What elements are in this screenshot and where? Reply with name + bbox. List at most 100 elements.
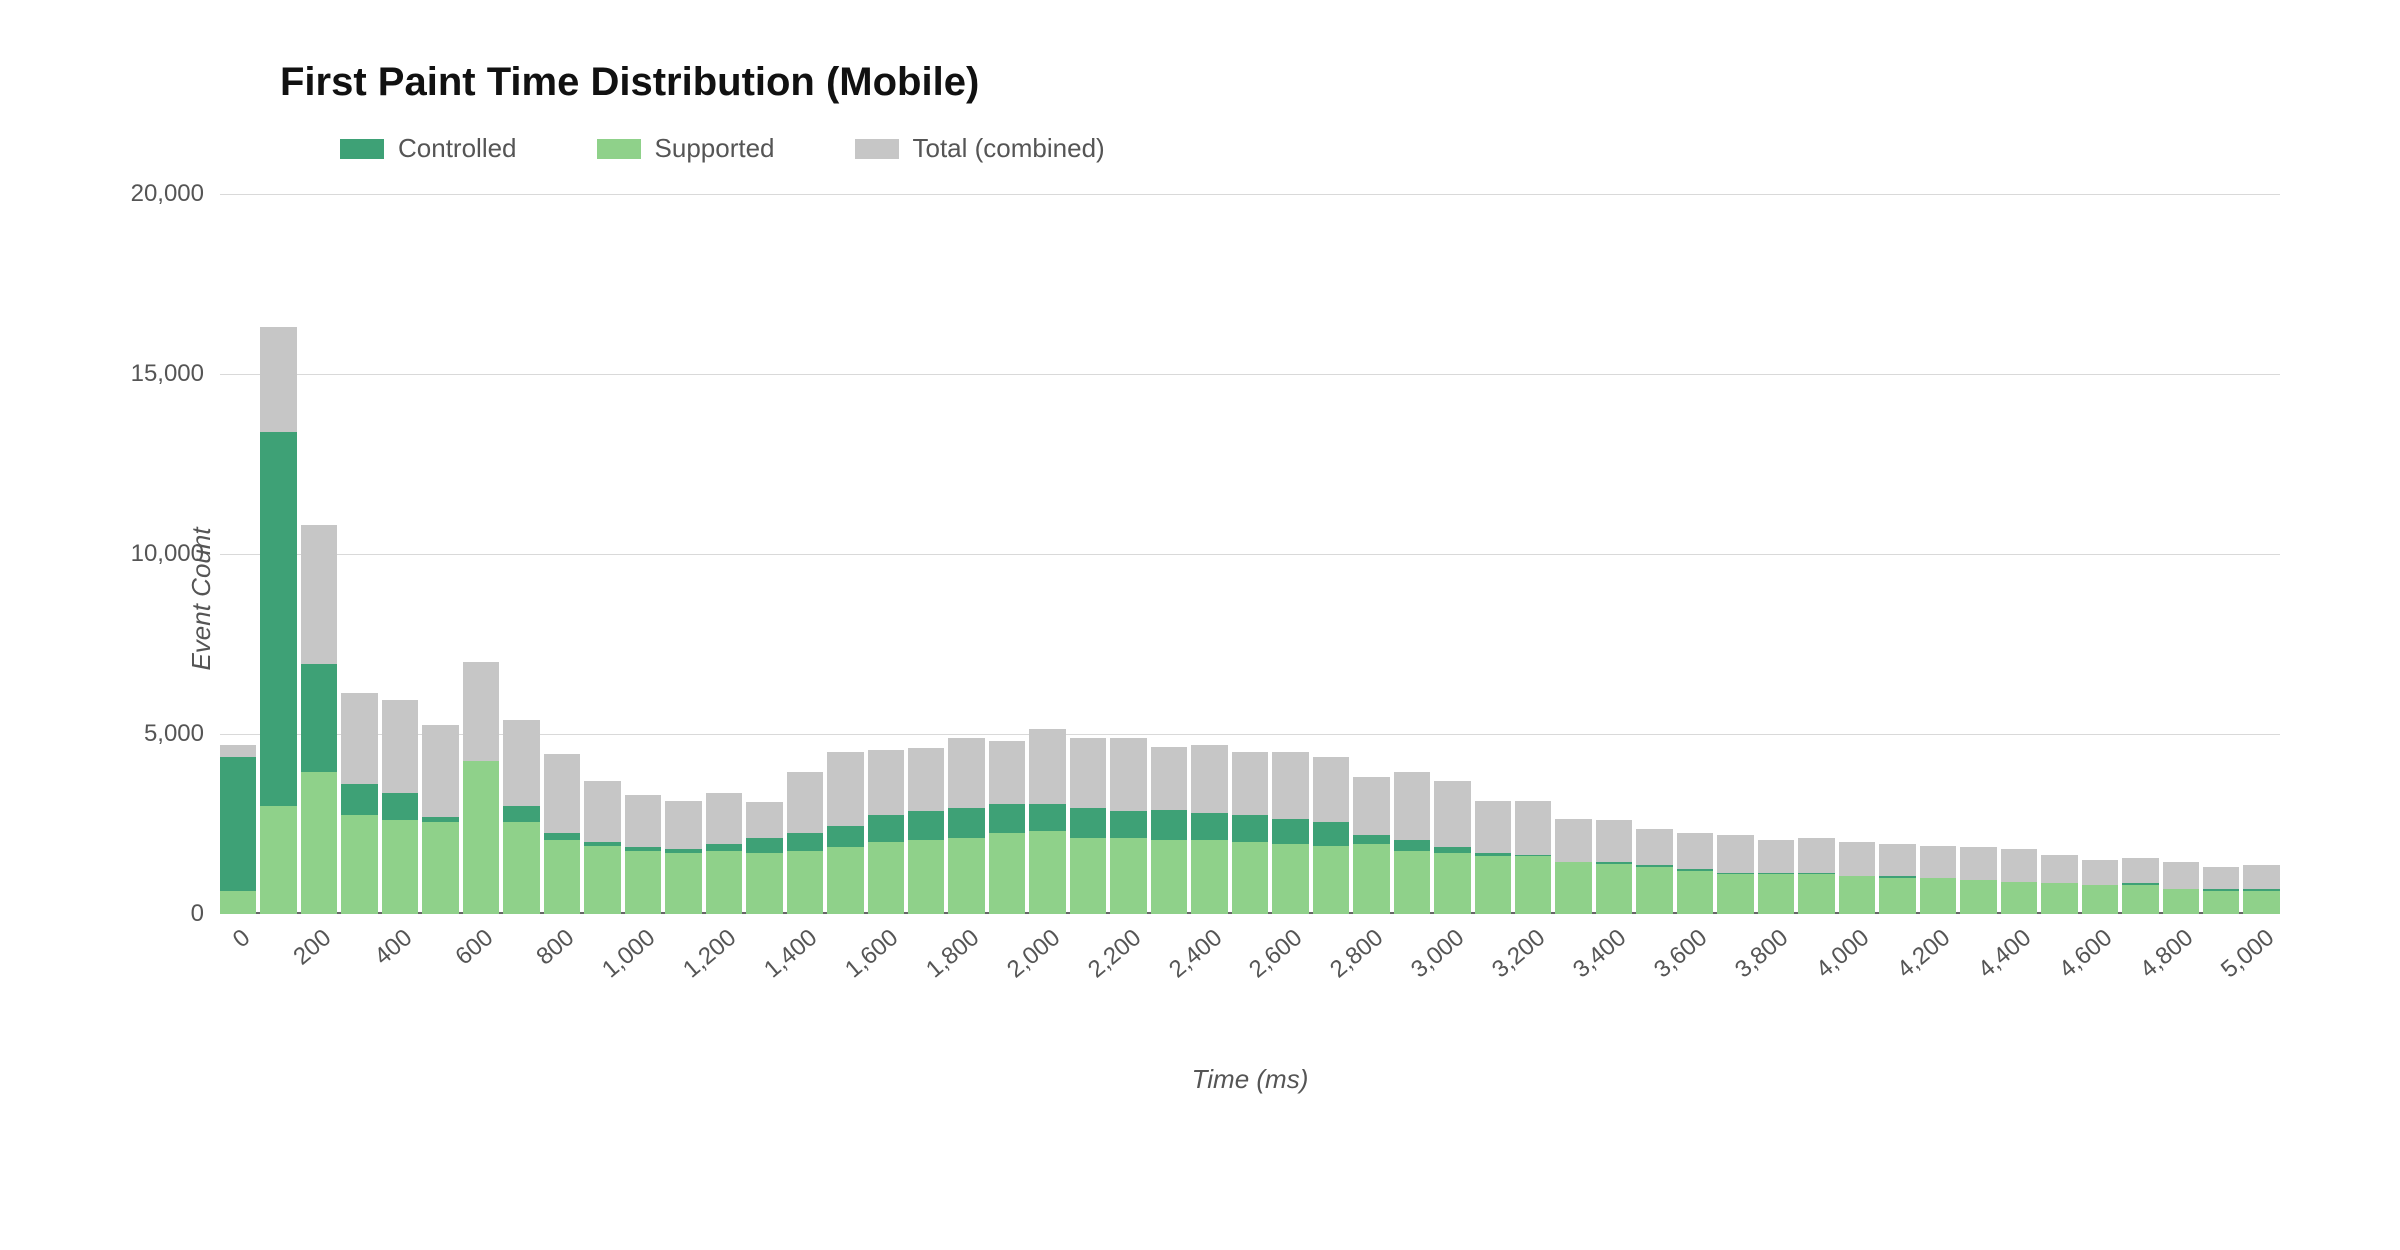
bar xyxy=(1191,194,1227,914)
legend-item-controlled: Controlled xyxy=(340,133,517,164)
bar-supported xyxy=(2082,885,2118,914)
bar-supported xyxy=(584,846,620,914)
bar xyxy=(1960,194,1996,914)
y-tick-label: 5,000 xyxy=(144,720,204,748)
bar xyxy=(787,194,823,914)
bar xyxy=(706,194,742,914)
bar xyxy=(746,194,782,914)
y-tick-label: 20,000 xyxy=(131,180,204,208)
x-tick-label: 4,400 xyxy=(1973,924,2037,984)
bar xyxy=(1555,194,1591,914)
bar-supported xyxy=(503,822,539,914)
x-tick-label: 1,800 xyxy=(921,924,985,984)
bar-supported xyxy=(2001,882,2037,914)
bar-supported xyxy=(908,840,944,914)
bar-supported xyxy=(787,851,823,914)
bar xyxy=(868,194,904,914)
bar xyxy=(1879,194,1915,914)
bar xyxy=(1434,194,1470,914)
bar xyxy=(827,194,863,914)
bar xyxy=(1110,194,1146,914)
bar xyxy=(301,194,337,914)
x-tick-label: 2,400 xyxy=(1164,924,1228,984)
bars-group xyxy=(220,194,2280,914)
bar-supported xyxy=(1677,871,1713,914)
bar-supported xyxy=(1475,856,1511,914)
x-tick-label: 4,000 xyxy=(1811,924,1875,984)
x-tick-label: 0 xyxy=(228,924,256,954)
x-tick-label: 3,200 xyxy=(1487,924,1551,984)
bar-supported xyxy=(341,815,377,914)
bar xyxy=(503,194,539,914)
bar-supported xyxy=(989,833,1025,914)
x-tick-label: 3,400 xyxy=(1568,924,1632,984)
bar xyxy=(260,194,296,914)
x-tick-label: 2,800 xyxy=(1325,924,1389,984)
bar-supported xyxy=(382,820,418,914)
bar xyxy=(2082,194,2118,914)
bar-supported xyxy=(1029,831,1065,914)
bar xyxy=(584,194,620,914)
bar-supported xyxy=(1434,853,1470,914)
bar-supported xyxy=(463,761,499,914)
bar xyxy=(220,194,256,914)
y-tick-label: 15,000 xyxy=(131,360,204,388)
bar xyxy=(1475,194,1511,914)
x-tick-label: 1,000 xyxy=(597,924,661,984)
legend-item-supported: Supported xyxy=(597,133,775,164)
x-tick-label: 3,000 xyxy=(1406,924,1470,984)
bar xyxy=(948,194,984,914)
bar-supported xyxy=(868,842,904,914)
bar-supported xyxy=(1636,867,1672,914)
bar-supported xyxy=(1960,880,1996,914)
bar xyxy=(2243,194,2279,914)
bar xyxy=(1232,194,1268,914)
bar-supported xyxy=(746,853,782,914)
bar xyxy=(1394,194,1430,914)
x-tick-label: 800 xyxy=(531,924,580,971)
plot-region: 05,00010,00015,00020,000 xyxy=(220,194,2280,914)
bar xyxy=(341,194,377,914)
legend-swatch-supported xyxy=(597,139,641,159)
bar xyxy=(1515,194,1551,914)
bar xyxy=(665,194,701,914)
bar-supported xyxy=(1232,842,1268,914)
bar xyxy=(422,194,458,914)
bar-supported xyxy=(706,851,742,914)
legend-item-total: Total (combined) xyxy=(855,133,1105,164)
y-tick-label: 10,000 xyxy=(131,540,204,568)
bar xyxy=(1070,194,1106,914)
bar xyxy=(2122,194,2158,914)
chart-container: First Paint Time Distribution (Mobile) C… xyxy=(0,0,2400,1250)
bar-supported xyxy=(1110,838,1146,914)
bar xyxy=(2001,194,2037,914)
bar xyxy=(1839,194,1875,914)
bar xyxy=(1920,194,1956,914)
x-axis-ticks: 02004006008001,0001,2001,4001,6001,8002,… xyxy=(220,914,2280,1004)
bar xyxy=(1029,194,1065,914)
bar-supported xyxy=(1596,864,1632,914)
bar xyxy=(1798,194,1834,914)
bar-supported xyxy=(1798,874,1834,914)
bar-supported xyxy=(1879,878,1915,914)
x-tick-label: 600 xyxy=(450,924,499,971)
bar xyxy=(1272,194,1308,914)
legend-swatch-controlled xyxy=(340,139,384,159)
bar xyxy=(463,194,499,914)
bar xyxy=(544,194,580,914)
bar-supported xyxy=(2243,891,2279,914)
bar-supported xyxy=(2203,891,2239,914)
bar-supported xyxy=(422,822,458,914)
bar xyxy=(989,194,1025,914)
bar-supported xyxy=(1394,851,1430,914)
x-tick-label: 200 xyxy=(288,924,337,971)
legend-label-controlled: Controlled xyxy=(398,133,517,164)
bar-supported xyxy=(625,851,661,914)
bar-supported xyxy=(1313,846,1349,914)
bar-supported xyxy=(301,772,337,914)
bar xyxy=(1353,194,1389,914)
bar-supported xyxy=(2163,889,2199,914)
bar-supported xyxy=(1839,876,1875,914)
chart-area: Event Count 05,00010,00015,00020,000 020… xyxy=(220,194,2320,1004)
bar xyxy=(1677,194,1713,914)
